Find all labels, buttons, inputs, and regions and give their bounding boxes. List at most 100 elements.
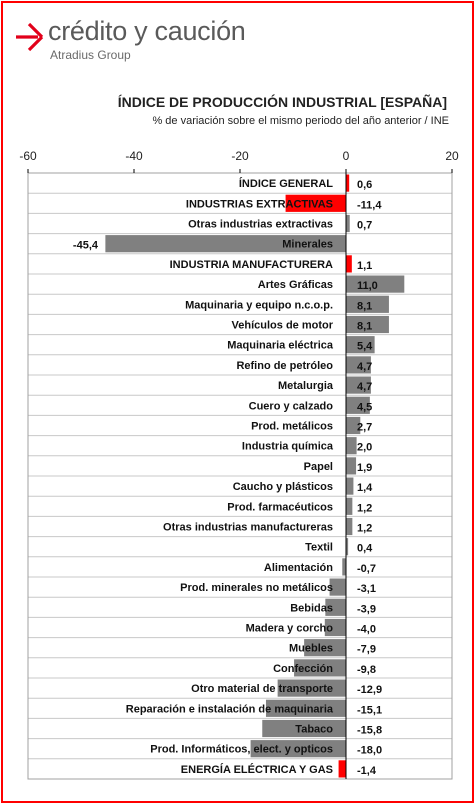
category-label: Artes Gráficas	[258, 279, 333, 291]
brand-logo: crédito y caución Atradius Group	[14, 16, 274, 68]
value-label: -15,1	[357, 704, 382, 716]
brand-arrow-icon	[16, 22, 44, 52]
category-label: Vehículos de motor	[232, 320, 334, 332]
bar	[346, 174, 350, 192]
category-label: Maquinaria y equipo n.c.o.p.	[185, 299, 333, 311]
x-tick-label: -20	[231, 149, 249, 163]
bar	[346, 255, 352, 273]
category-label: ÍNDICE GENERAL	[239, 177, 333, 190]
value-label: -4,0	[357, 624, 376, 636]
value-label: 1,4	[357, 482, 373, 494]
category-label: Industria química	[242, 441, 334, 453]
value-label: -9,8	[357, 664, 376, 676]
value-label: 0,7	[357, 220, 372, 232]
bar	[346, 497, 353, 515]
category-label: Prod. Informáticos, elect. y opticos	[150, 744, 333, 756]
value-label: -12,9	[357, 684, 382, 696]
bar	[346, 336, 375, 354]
category-label: Prod. farmacéuticos	[227, 501, 333, 513]
bar	[329, 578, 346, 596]
category-label: Papel	[304, 461, 333, 473]
category-label: Caucho y plásticos	[233, 481, 333, 493]
category-label: Alimentación	[264, 562, 333, 574]
brand-group: Atradius Group	[50, 48, 131, 62]
category-label: Maquinaria eléctrica	[227, 340, 334, 352]
category-label: Cuero y calzado	[249, 400, 334, 412]
category-label: Prod. minerales no metálicos	[180, 582, 333, 594]
value-label: 4,7	[357, 361, 372, 373]
category-label: ENERGÍA ELÉCTRICA Y GAS	[181, 763, 333, 776]
value-label: 1,9	[357, 462, 372, 474]
bar	[265, 699, 346, 717]
x-tick-label: -40	[125, 149, 143, 163]
bar	[277, 679, 346, 697]
bar	[346, 437, 357, 455]
value-label: -3,1	[357, 583, 376, 595]
value-label: 11,0	[357, 280, 378, 292]
x-tick-label: -60	[19, 149, 37, 163]
value-label: -3,9	[357, 603, 376, 615]
value-label: -11,4	[357, 199, 382, 211]
category-label: Madera y corcho	[246, 623, 334, 635]
bar	[346, 457, 357, 475]
value-label: -18,0	[357, 745, 382, 757]
bar	[285, 194, 346, 212]
category-label: Otras industrias extractivas	[188, 219, 333, 231]
category-label: Minerales	[282, 239, 333, 251]
brand-name: crédito y caución	[48, 16, 246, 46]
bar	[346, 376, 371, 394]
bar	[346, 214, 350, 233]
category-label: Textil	[305, 542, 333, 554]
value-label: 1,2	[357, 502, 372, 514]
value-label: 0,6	[357, 179, 372, 191]
value-label: 8,1	[357, 300, 372, 312]
bar	[324, 618, 346, 637]
category-label: Otro material de transporte	[191, 683, 333, 695]
bar	[346, 477, 354, 495]
bar	[346, 275, 405, 293]
category-label: Muebles	[289, 643, 333, 655]
category-label: Confección	[273, 663, 333, 675]
bar	[346, 315, 389, 334]
category-label: Metalurgia	[278, 380, 334, 392]
category-label: Tabaco	[295, 724, 333, 736]
bar	[325, 598, 346, 616]
value-label: 5,4	[357, 341, 373, 353]
x-tick-label: 20	[445, 149, 459, 163]
value-label: -45,4	[73, 240, 99, 252]
value-label: 1,1	[357, 260, 372, 272]
bar	[338, 760, 346, 778]
chart-subtitle: % de variación sobre el mismo periodo de…	[152, 115, 449, 127]
category-label: Otras industrias manufactureras	[163, 522, 333, 534]
value-label: 4,7	[357, 381, 372, 393]
bar	[346, 517, 353, 536]
category-label: Bebidas	[290, 602, 333, 614]
value-label: -7,9	[357, 644, 376, 656]
bar	[105, 235, 346, 253]
value-label: -1,4	[357, 765, 377, 777]
bar	[304, 639, 346, 657]
category-label: Reparación e instalación de maquinaria	[126, 703, 334, 715]
bar	[346, 295, 389, 313]
value-label: 8,1	[357, 321, 372, 333]
category-label: INDUSTRIA MANUFACTURERA	[170, 259, 333, 271]
category-label: Prod. metálicos	[251, 421, 333, 433]
value-label: -15,8	[357, 725, 382, 737]
category-label: Refino de petróleo	[236, 360, 333, 372]
bar	[346, 356, 371, 374]
value-label: 4,5	[357, 401, 372, 413]
value-label: 2,0	[357, 442, 372, 454]
x-tick-label: 0	[343, 149, 350, 163]
bar	[342, 558, 346, 576]
bar	[346, 538, 349, 556]
value-label: 0,4	[357, 543, 373, 555]
bar	[294, 659, 346, 677]
value-label: -0,7	[357, 563, 376, 575]
bar	[250, 740, 346, 758]
category-label: INDUSTRIAS EXTRACTIVAS	[186, 198, 333, 210]
value-label: 2,7	[357, 422, 372, 434]
bar	[346, 396, 370, 414]
chart-title: ÍNDICE DE PRODUCCIÓN INDUSTRIAL [ESPAÑA]	[117, 94, 447, 110]
